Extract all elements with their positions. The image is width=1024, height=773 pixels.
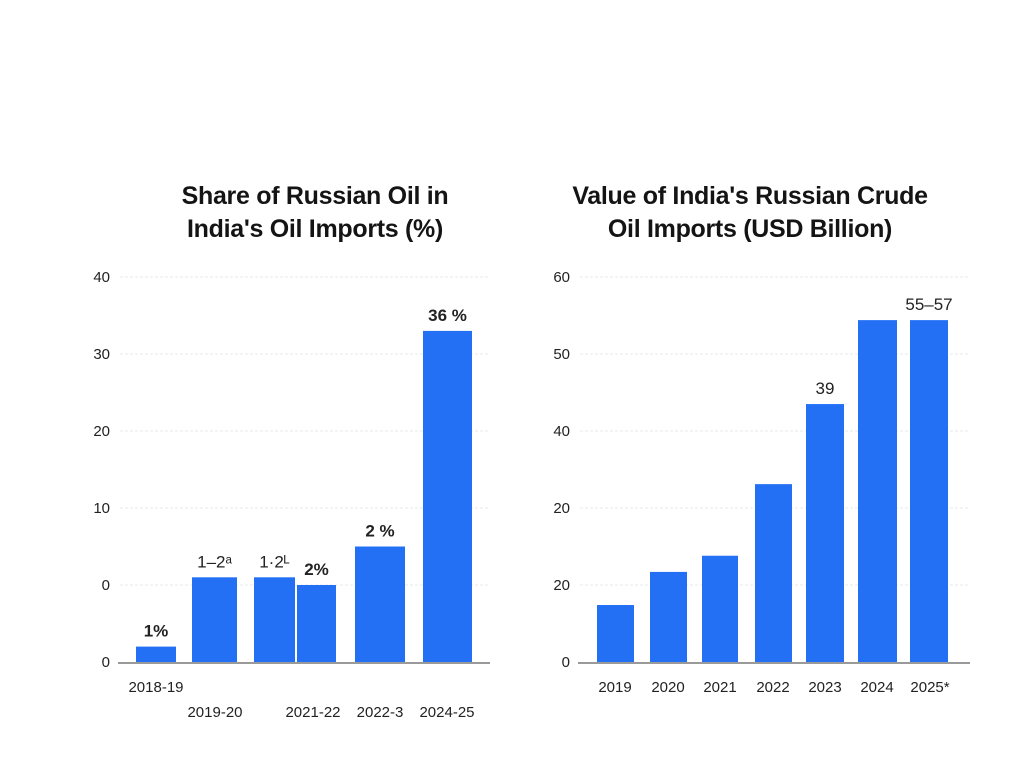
bar: [136, 646, 176, 662]
x-tick-label: 2023: [808, 679, 841, 696]
y-tick-label: 10: [93, 500, 110, 517]
bar: [254, 577, 295, 662]
x-tick-label: 2020: [651, 679, 684, 696]
bar: [910, 320, 948, 662]
x-tick-label: 2019: [598, 679, 631, 696]
bar: [597, 605, 634, 662]
x-tick-label: 2018-19: [128, 679, 183, 696]
y-tick-label: 50: [553, 346, 570, 363]
y-tick-label: 0: [562, 654, 570, 671]
chart-title-line: Share of Russian Oil in: [181, 182, 449, 210]
bar: [806, 404, 844, 662]
x-tick-label: 2025*: [910, 679, 949, 696]
y-tick-label: 0: [102, 577, 110, 594]
chart-title-share: Share of Russian Oil in India's Oil Impo…: [100, 180, 530, 246]
x-tick-label: 2024: [860, 679, 893, 696]
chart-title-line: India's Oil Imports (%): [186, 215, 443, 243]
chart-title-line: Oil Imports (USD Billion): [607, 215, 893, 243]
bar: [192, 577, 237, 662]
bar: [702, 555, 738, 662]
y-tick-label: 20: [553, 500, 570, 517]
bar: [355, 546, 405, 662]
y-tick-label: 40: [93, 269, 110, 286]
x-tick-label: 2021-22: [285, 704, 340, 721]
x-tick-label: 2024-25: [419, 704, 474, 721]
x-tick-label: 2022: [756, 679, 789, 696]
y-tick-label: 60: [553, 269, 570, 286]
data-label: 1·2ᴸ: [259, 552, 290, 571]
data-label: 55–57: [905, 295, 952, 314]
y-tick-label: 20: [93, 423, 110, 440]
bar: [755, 484, 792, 662]
bar: [650, 571, 687, 662]
y-tick-label: 30: [93, 346, 110, 363]
data-label: 1%: [144, 622, 169, 641]
data-label: 2 %: [365, 522, 394, 541]
chart-title-line: Value of India's Russian Crude: [572, 182, 928, 210]
chart-title-value: Value of India's Russian Crude Oil Impor…: [530, 180, 970, 246]
y-tick-label: 0: [102, 654, 110, 671]
x-tick-label: 2022-3: [357, 704, 404, 721]
bar: [423, 330, 472, 662]
y-tick-label: 20: [553, 577, 570, 594]
data-label: 39: [816, 379, 835, 398]
x-tick-label: 2021: [703, 679, 736, 696]
y-tick-label: 40: [553, 423, 570, 440]
x-tick-label: 2019-20: [187, 704, 242, 721]
bar: [297, 585, 336, 662]
data-label: 1–2ᵃ: [197, 552, 232, 571]
data-label: 2%: [304, 560, 329, 579]
bar: [858, 320, 897, 662]
data-label: 36 %: [428, 306, 467, 325]
